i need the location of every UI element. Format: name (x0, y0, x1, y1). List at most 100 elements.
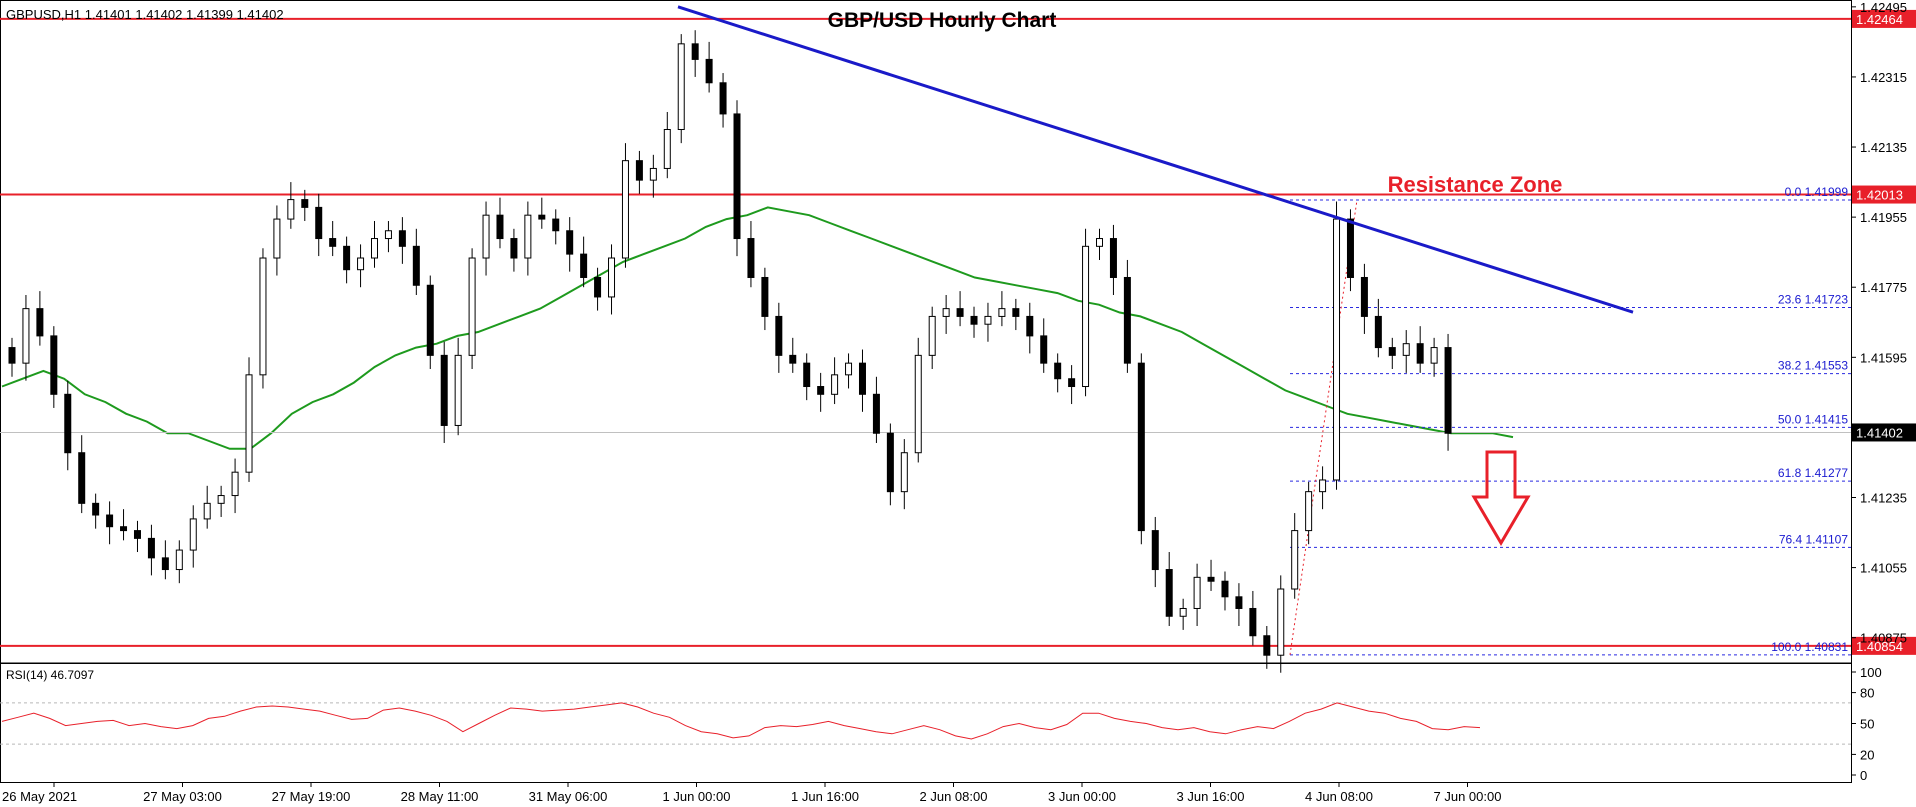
candle-body (1333, 218, 1341, 481)
candle-body (106, 514, 114, 528)
candle-body (1068, 378, 1076, 388)
level-price-text: 1.42013 (1856, 188, 1903, 203)
candle-body (440, 354, 448, 426)
price-tick-label: 1.42135 (1860, 140, 1907, 155)
candle-body (64, 393, 72, 454)
chart-header: GBPUSD,H1 1.41401 1.41402 1.41399 1.4140… (6, 7, 284, 22)
time-tick-label: 1 Jun 00:00 (663, 789, 731, 804)
time-tick-label: 27 May 19:00 (272, 789, 351, 804)
candle-body (998, 308, 1006, 317)
candle-body (468, 257, 476, 356)
candle-body (1277, 588, 1285, 656)
candle-body (1416, 343, 1424, 364)
candles-layer (8, 30, 1452, 673)
time-tick-label: 28 May 11:00 (401, 789, 479, 804)
rsi-tick-label: 100 (1860, 665, 1882, 680)
candle-body (1305, 491, 1313, 532)
candle-body (775, 315, 783, 356)
time-tick-label: 4 Jun 08:00 (1305, 789, 1373, 804)
candle-body (510, 238, 518, 259)
candle-body (482, 214, 490, 259)
candle-body (1360, 276, 1368, 317)
candle-body (287, 199, 295, 220)
candle-body (1193, 576, 1201, 609)
candle-body (357, 257, 365, 271)
candle-body (454, 354, 462, 426)
candle-body (1263, 635, 1271, 656)
candle-body (496, 214, 504, 240)
price-tick-label: 1.41775 (1860, 280, 1907, 295)
candle-body (1026, 315, 1034, 337)
candle-body (189, 518, 197, 551)
candle-body (371, 238, 378, 259)
candle-body (1012, 308, 1020, 317)
candle-body (1388, 347, 1396, 356)
candle-body (1096, 238, 1103, 247)
candle-body (50, 335, 58, 395)
current-price-tag (1852, 423, 1916, 442)
candle-body (663, 129, 671, 169)
rsi-tick-label: 20 (1860, 747, 1874, 762)
bearish-arrow-icon (1471, 450, 1531, 546)
candle-body (1109, 238, 1117, 278)
candle-body (1179, 607, 1187, 617)
candle-body (677, 43, 685, 131)
candle-body (92, 502, 100, 516)
candle-body (705, 58, 713, 84)
price-axis-layer: 1.42464 1.42013 1.40854 1.41402 1.42495 1.423… (1851, 0, 1916, 655)
candle-body (426, 284, 434, 356)
candle-body (1054, 362, 1062, 380)
candle-body (1040, 335, 1048, 364)
price-tick-label: 1.41955 (1860, 210, 1907, 225)
candle-body (1430, 347, 1438, 364)
level-price-text: 1.40854 (1856, 639, 1903, 654)
candle-body (343, 245, 351, 271)
candle-body (301, 199, 309, 208)
price-tick-label: 1.42495 (1860, 0, 1907, 15)
candle-body (566, 230, 574, 255)
fib-level-label: 76.4 1.41107 (1779, 532, 1849, 546)
candle-body (273, 218, 281, 259)
rsi-tick-label: 80 (1860, 686, 1874, 701)
candle-body (1291, 530, 1299, 590)
candle-body (245, 374, 253, 473)
candle-body (1221, 580, 1229, 598)
level-price-tag (1852, 636, 1916, 655)
candle-body (22, 308, 30, 364)
price-tick-label: 1.41235 (1860, 491, 1907, 506)
candle-body (1235, 596, 1243, 609)
candle-body (719, 82, 727, 115)
candle-body (315, 206, 323, 240)
candle-body (1207, 576, 1215, 582)
current-price-text: 1.41402 (1856, 425, 1903, 440)
candle-body (886, 432, 894, 493)
candle-body (217, 495, 225, 504)
candle-body (594, 276, 602, 298)
candle-body (231, 471, 239, 497)
price-tick-label: 1.41055 (1860, 561, 1907, 576)
level-price-tag (1852, 9, 1916, 28)
candle-body (8, 347, 16, 364)
candle-body (398, 230, 406, 247)
candle-body (552, 218, 560, 232)
chart-title: GBP/USD Hourly Chart (828, 9, 1057, 32)
candle-body (580, 253, 588, 278)
level-price-text: 1.42464 (1856, 12, 1903, 27)
time-tick-label: 26 May 2021 (2, 789, 77, 804)
time-tick-label: 3 Jun 00:00 (1048, 789, 1116, 804)
candle-body (78, 452, 86, 504)
time-tick-label: 1 Jun 16:00 (791, 789, 859, 804)
candle-body (147, 537, 155, 559)
candle-body (36, 308, 44, 337)
candle-body (817, 386, 825, 395)
candle-body (956, 308, 964, 317)
candle-body (984, 315, 992, 325)
rsi-label: RSI(14) 46.7097 (6, 668, 94, 682)
candle-body (538, 214, 546, 220)
candle-body (789, 354, 797, 364)
candle-body (635, 160, 643, 181)
candle-body (1137, 362, 1145, 532)
candle-body (914, 354, 922, 454)
candle-body (1444, 347, 1452, 434)
candle-body (1151, 530, 1159, 571)
